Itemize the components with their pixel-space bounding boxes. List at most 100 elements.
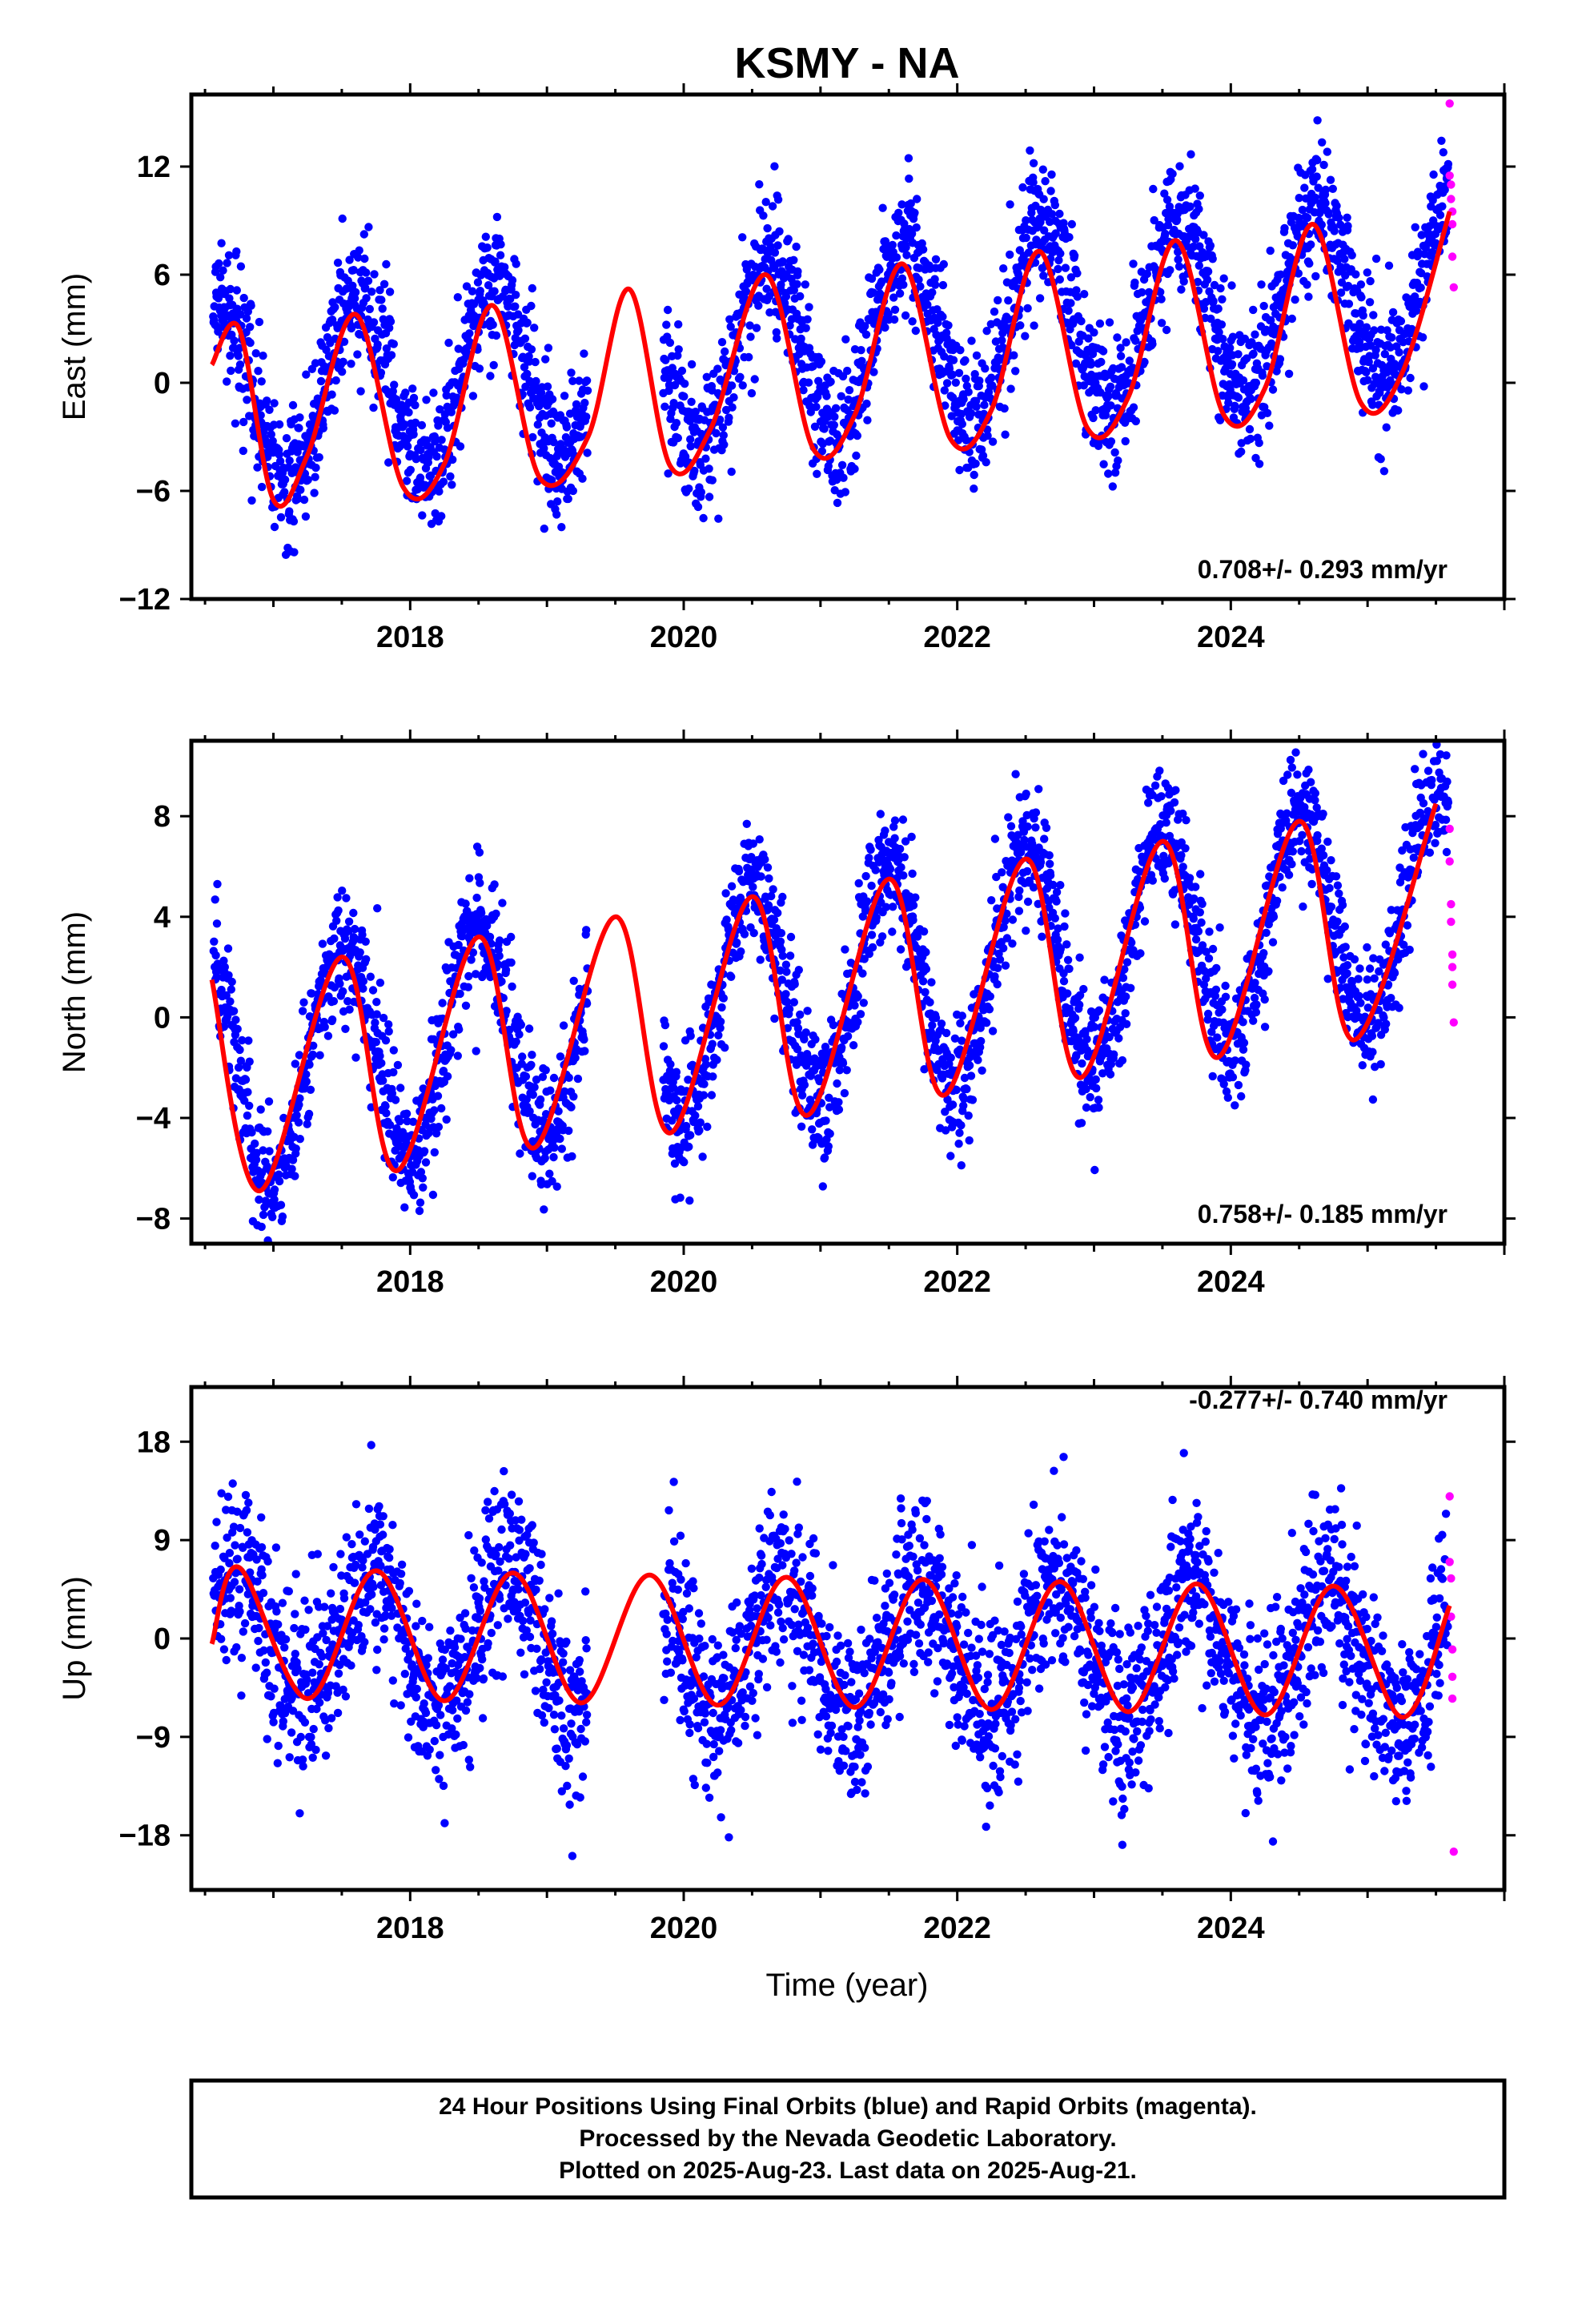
- data-point: [763, 223, 772, 233]
- data-point: [1171, 786, 1180, 794]
- data-point: [680, 1158, 689, 1167]
- data-point: [763, 863, 773, 872]
- data-point: [990, 834, 1000, 843]
- data-point: [355, 246, 363, 255]
- data-point: [854, 879, 863, 888]
- data-point: [1023, 822, 1032, 831]
- data-point: [527, 345, 536, 354]
- data-point: [686, 435, 695, 444]
- data-point: [927, 978, 936, 987]
- data-point: [1075, 953, 1084, 962]
- data-point: [687, 360, 697, 369]
- data-point: [785, 321, 794, 330]
- data-point: [920, 1065, 929, 1074]
- data-point: [544, 344, 553, 352]
- data-point: [959, 1101, 968, 1111]
- data-point: [211, 951, 220, 960]
- data-point: [777, 975, 786, 984]
- data-point: [1031, 808, 1041, 817]
- data-point: [429, 388, 438, 397]
- data-point: [292, 1111, 301, 1120]
- data-point: [437, 1104, 446, 1113]
- data-point: [1030, 321, 1038, 330]
- data-point: [877, 932, 887, 941]
- data-point: [388, 387, 397, 396]
- data-point: [964, 388, 973, 396]
- data-point: [1383, 326, 1391, 335]
- data-point: [1359, 311, 1367, 320]
- data-point: [481, 232, 490, 241]
- data-point: [549, 1073, 559, 1083]
- data-point: [663, 305, 673, 315]
- data-point: [564, 1126, 573, 1136]
- data-point: [243, 1088, 252, 1096]
- data-point: [1036, 858, 1046, 867]
- data-point: [998, 868, 1006, 877]
- data-point: [1193, 277, 1203, 287]
- data-point: [716, 1023, 725, 1033]
- data-point: [899, 280, 908, 289]
- data-point: [498, 899, 507, 907]
- data-point: [350, 924, 359, 934]
- data-point: [822, 392, 831, 400]
- data-point: [1115, 1023, 1125, 1031]
- data-point: [1095, 319, 1105, 328]
- data-point: [797, 1122, 806, 1132]
- data-point: [1039, 271, 1048, 280]
- data-point: [389, 1068, 398, 1077]
- data-point: [1121, 1009, 1130, 1018]
- data-point: [493, 959, 502, 968]
- data-point: [210, 937, 219, 947]
- data-point: [918, 977, 928, 986]
- data-point: [954, 1140, 963, 1148]
- data-point: [888, 927, 897, 936]
- data-point: [1014, 892, 1023, 902]
- data-point: [1406, 373, 1415, 383]
- data-point: [315, 452, 323, 462]
- data-point: [895, 844, 905, 854]
- data-point: [1287, 314, 1297, 324]
- data-point: [837, 1043, 846, 1052]
- data-point: [1251, 378, 1261, 388]
- data-point: [809, 362, 817, 371]
- data-point: [1418, 333, 1427, 342]
- data-point: [1006, 822, 1016, 830]
- data-point: [1016, 321, 1025, 330]
- data-point: [981, 364, 990, 373]
- data-point: [289, 517, 299, 526]
- data-point: [865, 949, 874, 959]
- data-point: [661, 356, 670, 364]
- data-point: [350, 294, 359, 303]
- data-point: [1108, 482, 1118, 491]
- data-point: [703, 1122, 712, 1132]
- data-point: [475, 848, 484, 857]
- data-point: [784, 235, 793, 243]
- data-point: [1050, 914, 1060, 923]
- data-point: [1267, 316, 1275, 325]
- data-point: [1039, 195, 1048, 203]
- data-point: [1046, 187, 1055, 195]
- data-point: [421, 1158, 431, 1167]
- data-point: [345, 255, 354, 264]
- data-point: [770, 248, 780, 257]
- data-point: [341, 1024, 350, 1034]
- data-point: [528, 283, 536, 293]
- data-point: [691, 1111, 700, 1120]
- data-point: [1227, 281, 1236, 290]
- data-point: [1100, 975, 1109, 984]
- data-point: [740, 930, 749, 939]
- data-point: [230, 336, 239, 345]
- data-point: [665, 338, 675, 348]
- data-point: [978, 451, 988, 460]
- data-point: [372, 998, 381, 1007]
- data-point: [719, 431, 728, 440]
- data-point: [738, 233, 747, 242]
- data-point: [502, 1007, 511, 1015]
- data-point: [338, 214, 347, 223]
- data-point: [540, 1205, 548, 1214]
- data-point: [1001, 430, 1010, 439]
- data-point: [1295, 194, 1303, 203]
- data-point: [246, 323, 255, 332]
- data-point: [810, 422, 820, 431]
- data-point: [295, 1051, 304, 1059]
